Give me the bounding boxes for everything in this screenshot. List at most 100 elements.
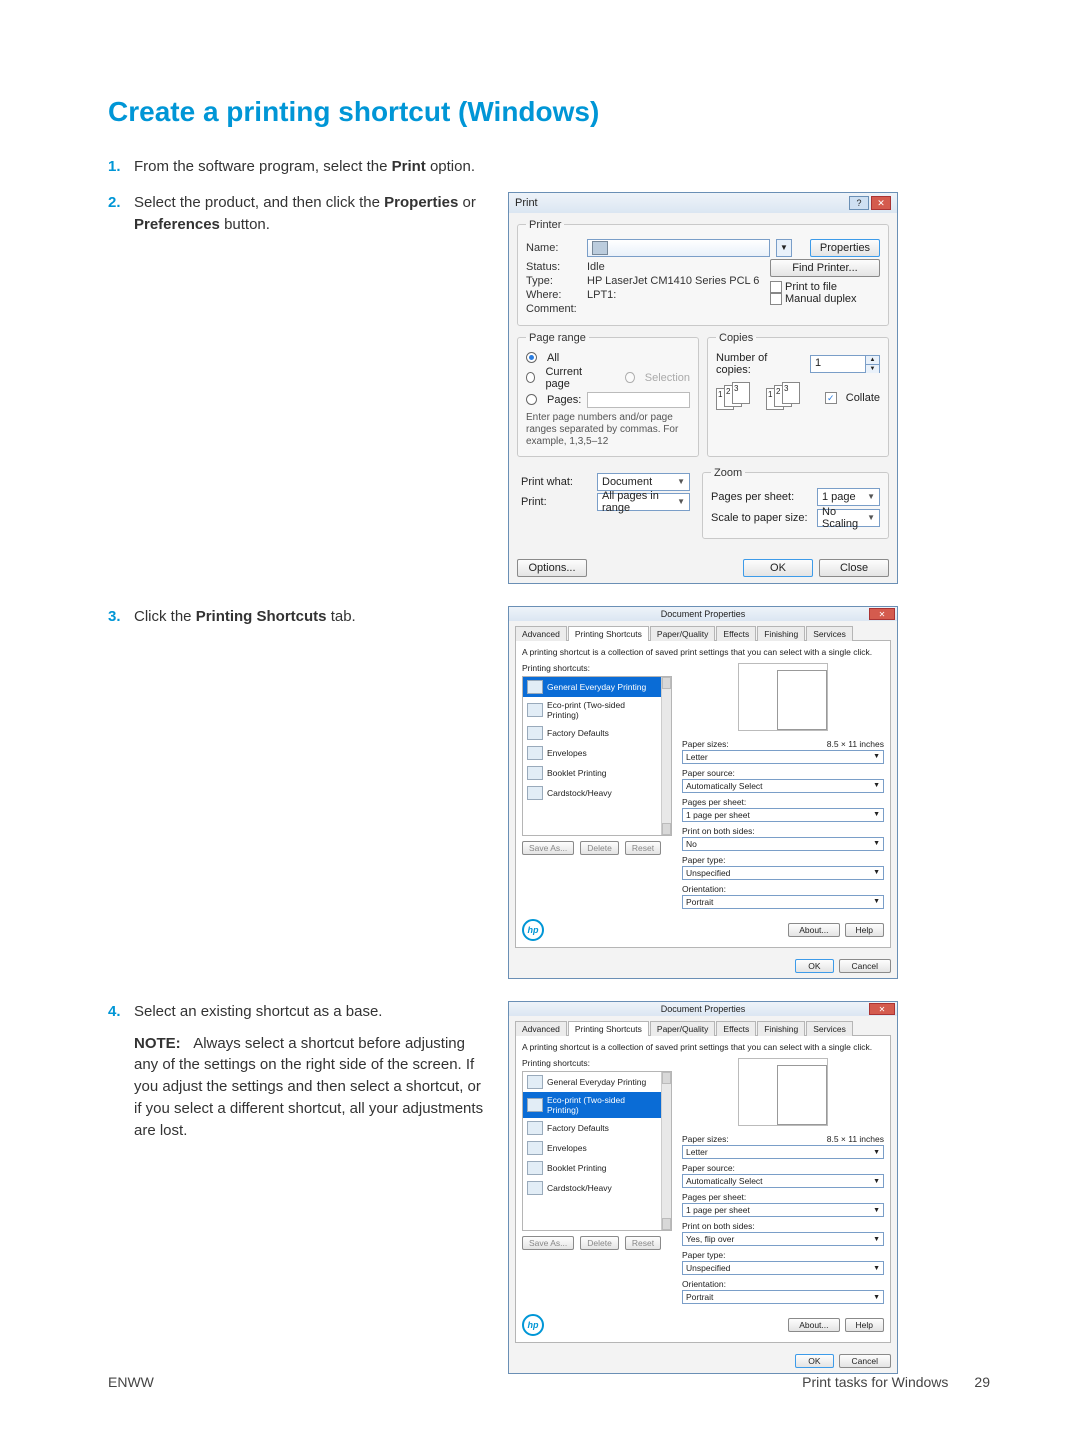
step-3-text: Click the Printing Shortcuts tab. — [134, 606, 490, 628]
step-number: 1. — [108, 156, 134, 178]
tab[interactable]: Services — [806, 626, 853, 641]
shortcut-description: A printing shortcut is a collection of s… — [522, 1042, 884, 1052]
about-button[interactable]: About... — [788, 1318, 839, 1332]
copies-input[interactable]: 1▲▼ — [810, 355, 880, 373]
save-as-button[interactable]: Save As... — [522, 841, 574, 855]
shortcut-item[interactable]: Cardstock/Heavy — [523, 783, 661, 803]
help-button[interactable]: Help — [845, 1318, 884, 1332]
tab[interactable]: Finishing — [757, 626, 805, 641]
shortcut-item[interactable]: Factory Defaults — [523, 1118, 661, 1138]
properties-dialog-1: Document Properties ✕ AdvancedPrinting Sho… — [508, 606, 898, 979]
tab[interactable]: Paper/Quality — [650, 626, 716, 641]
close-icon[interactable]: ✕ — [871, 196, 891, 210]
page-heading: Create a printing shortcut (Windows) — [108, 96, 990, 128]
page-number: 29 — [974, 1374, 990, 1390]
shortcut-icon — [527, 746, 543, 760]
scale-select[interactable]: No Scaling▼ — [817, 509, 880, 527]
tab[interactable]: Paper/Quality — [650, 1021, 716, 1036]
tab[interactable]: Advanced — [515, 1021, 567, 1036]
shortcut-item[interactable]: General Everyday Printing — [523, 1072, 661, 1092]
shortcut-item[interactable]: General Everyday Printing — [523, 677, 661, 697]
current-page-radio[interactable] — [526, 372, 535, 383]
ok-button[interactable]: OK — [743, 559, 813, 577]
properties-dialog-2: Document Properties ✕ AdvancedPrinting Sho… — [508, 1001, 898, 1374]
properties-button[interactable]: Properties — [810, 239, 880, 257]
shortcut-item[interactable]: Envelopes — [523, 1138, 661, 1158]
shortcut-icon — [527, 1121, 543, 1135]
about-button[interactable]: About... — [788, 923, 839, 937]
print-to-file-checkbox[interactable] — [770, 281, 782, 293]
tab[interactable]: Effects — [716, 626, 756, 641]
help-icon[interactable]: ? — [849, 196, 869, 210]
cancel-button[interactable]: Cancel — [839, 1354, 891, 1368]
shortcut-item[interactable]: Envelopes — [523, 743, 661, 763]
both-sides-select[interactable]: No▼ — [682, 837, 884, 851]
footer-left: ENWW — [108, 1374, 154, 1390]
tab[interactable]: Services — [806, 1021, 853, 1036]
step-number: 2. — [108, 192, 134, 236]
all-radio[interactable] — [526, 352, 537, 363]
shortcut-item[interactable]: Eco-print (Two-sided Printing) — [523, 697, 661, 723]
shortcut-icon — [527, 703, 543, 717]
printer-select[interactable] — [587, 239, 770, 257]
find-printer-button[interactable]: Find Printer... — [770, 259, 880, 277]
dialog-title: Document Properties — [661, 609, 746, 619]
chevron-down-icon[interactable]: ▼ — [776, 239, 792, 257]
shortcut-icon — [527, 1075, 543, 1089]
dialog-title: Document Properties — [661, 1004, 746, 1014]
help-button[interactable]: Help — [845, 923, 884, 937]
paper-type-select[interactable]: Unspecified▼ — [682, 1261, 884, 1275]
collate-checkbox[interactable]: ✓ — [825, 392, 837, 404]
selection-radio[interactable] — [625, 372, 634, 383]
close-icon[interactable]: ✕ — [869, 1003, 895, 1015]
tab[interactable]: Advanced — [515, 626, 567, 641]
shortcut-icon — [527, 1141, 543, 1155]
orientation-select[interactable]: Portrait▼ — [682, 1290, 884, 1304]
pages-per-sheet-select[interactable]: 1 page per sheet▼ — [682, 1203, 884, 1217]
page-preview — [738, 663, 828, 731]
delete-button[interactable]: Delete — [580, 1236, 619, 1250]
pages-per-sheet-select[interactable]: 1 page▼ — [817, 488, 880, 506]
cancel-button[interactable]: Cancel — [839, 959, 891, 973]
shortcut-icon — [527, 1181, 543, 1195]
paper-source-select[interactable]: Automatically Select▼ — [682, 1174, 884, 1188]
dialog-title: Print — [515, 197, 538, 209]
step-2-text: Select the product, and then click the P… — [134, 192, 490, 236]
tab[interactable]: Printing Shortcuts — [568, 626, 649, 641]
reset-button[interactable]: Reset — [625, 841, 661, 855]
hp-logo-icon: hp — [522, 1314, 544, 1336]
tab[interactable]: Finishing — [757, 1021, 805, 1036]
options-button[interactable]: Options... — [517, 559, 587, 577]
shortcut-item[interactable]: Factory Defaults — [523, 723, 661, 743]
delete-button[interactable]: Delete — [580, 841, 619, 855]
paper-size-select[interactable]: Letter▼ — [682, 1145, 884, 1159]
scrollbar[interactable] — [661, 677, 671, 835]
paper-type-select[interactable]: Unspecified▼ — [682, 866, 884, 880]
paper-size-select[interactable]: Letter▼ — [682, 750, 884, 764]
close-icon[interactable]: ✕ — [869, 608, 895, 620]
print-what-select[interactable]: Document▼ — [597, 473, 690, 491]
scrollbar[interactable] — [661, 1072, 671, 1230]
pages-radio[interactable] — [526, 394, 537, 405]
ok-button[interactable]: OK — [795, 1354, 833, 1368]
pages-per-sheet-select[interactable]: 1 page per sheet▼ — [682, 808, 884, 822]
print-range-select[interactable]: All pages in range▼ — [597, 493, 690, 511]
shortcut-item[interactable]: Eco-print (Two-sided Printing) — [523, 1092, 661, 1118]
manual-duplex-checkbox[interactable] — [770, 293, 782, 305]
tab[interactable]: Printing Shortcuts — [568, 1021, 649, 1036]
close-button[interactable]: Close — [819, 559, 889, 577]
shortcut-item[interactable]: Cardstock/Heavy — [523, 1178, 661, 1198]
orientation-select[interactable]: Portrait▼ — [682, 895, 884, 909]
page-preview — [738, 1058, 828, 1126]
shortcut-icon — [527, 786, 543, 800]
reset-button[interactable]: Reset — [625, 1236, 661, 1250]
pages-input[interactable] — [587, 392, 690, 408]
printer-legend: Printer — [526, 219, 564, 231]
both-sides-select[interactable]: Yes, flip over▼ — [682, 1232, 884, 1246]
tab[interactable]: Effects — [716, 1021, 756, 1036]
shortcut-item[interactable]: Booklet Printing — [523, 1158, 661, 1178]
save-as-button[interactable]: Save As... — [522, 1236, 574, 1250]
shortcut-item[interactable]: Booklet Printing — [523, 763, 661, 783]
paper-source-select[interactable]: Automatically Select▼ — [682, 779, 884, 793]
ok-button[interactable]: OK — [795, 959, 833, 973]
